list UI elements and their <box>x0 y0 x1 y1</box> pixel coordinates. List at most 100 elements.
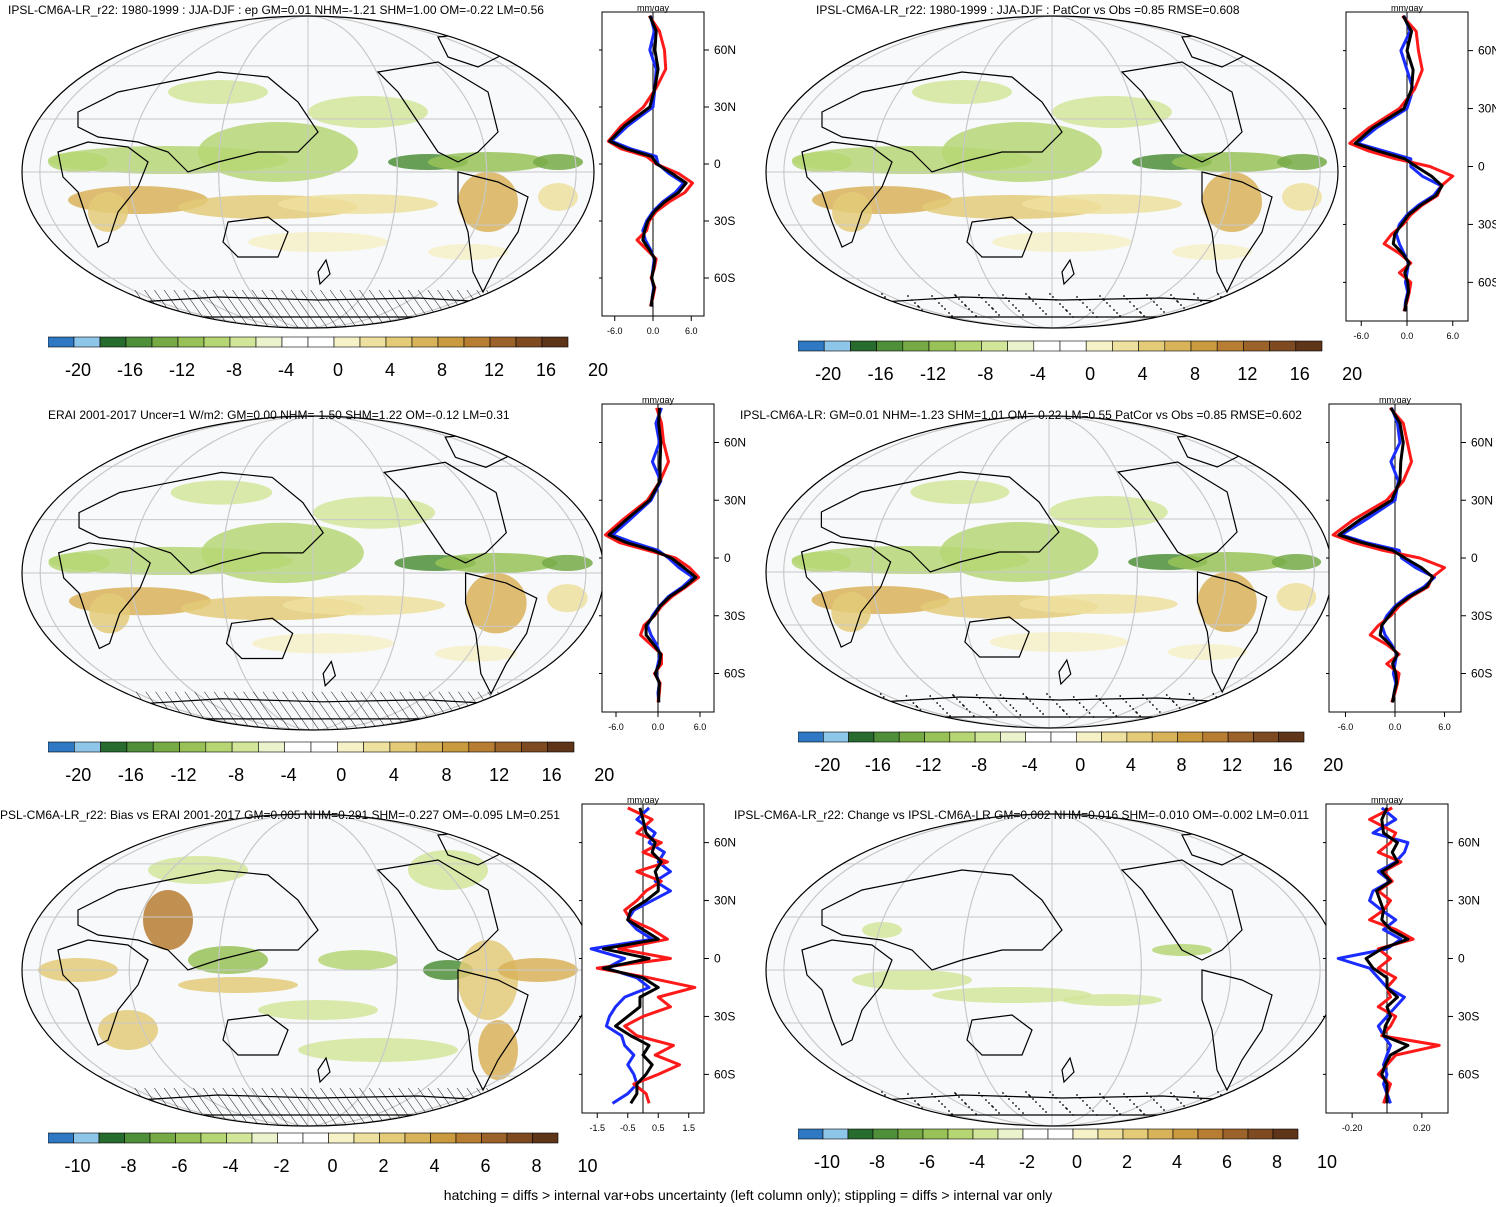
colorbar-swatch <box>1072 1128 1099 1140</box>
colorbar-tick-label: -4 <box>277 360 295 380</box>
colorbar-swatch <box>100 741 128 753</box>
colorbar-tick-label: -12 <box>170 765 197 785</box>
profile-x-tick-label: -6.0 <box>1338 722 1354 732</box>
profile-units-label: mm/day <box>1371 798 1404 805</box>
profile-series-line <box>589 806 672 1105</box>
colorbar-swatch <box>251 1132 278 1144</box>
colorbar-swatch <box>307 336 335 348</box>
panel-title: IPSL-CM6A-LR_r22: 1980-1999 : JJA-DJF : … <box>8 3 544 17</box>
colorbar-swatch <box>1126 731 1153 743</box>
colorbar-labels: -20 -16 -12 -8 -4 0 4 8 12 16 20 <box>798 364 1362 388</box>
colorbar-swatch <box>48 336 75 348</box>
colorbar-swatch <box>389 741 417 753</box>
colorbar-tick-label: 8 <box>1176 755 1187 775</box>
colorbar-swatch <box>255 336 283 348</box>
colorbar-swatch <box>415 741 443 753</box>
colorbar-swatch <box>949 731 976 743</box>
colorbar-labels: -20 -16 -12 -8 -4 0 4 8 12 16 20 <box>48 765 614 789</box>
profile-units-label: mm/day <box>627 798 660 805</box>
colorbar-labels: -20 -16 -12 -8 -4 0 4 8 12 16 20 <box>48 360 608 384</box>
colorbar-swatch <box>48 1132 74 1144</box>
colorbar-swatch <box>872 1128 899 1140</box>
colorbar-tick-label: -10 <box>813 1152 841 1172</box>
profile-lat-tick-label: 0 <box>714 157 721 171</box>
robinson-map <box>21 813 595 1127</box>
colorbar-tick-label: 8 <box>1189 364 1201 384</box>
colorbar <box>48 336 569 348</box>
panel-title: IPSL-CM6A-LR: GM=0.01 NHM=-1.23 SHM=1.01… <box>740 408 1302 422</box>
colorbar-swatch <box>73 336 101 348</box>
colorbar-tick-label: -12 <box>915 755 942 775</box>
colorbar-tick-label: 20 <box>1342 364 1363 384</box>
colorbar-tick-label: -16 <box>864 755 891 775</box>
colorbar-swatch <box>1272 1128 1299 1140</box>
colorbar-tick-label: -2 <box>273 1156 290 1176</box>
colorbar-tick-label: 0 <box>332 360 344 380</box>
colorbar-swatch <box>1295 340 1323 352</box>
colorbar-swatch <box>1112 340 1139 352</box>
colorbar-tick-label: -12 <box>168 360 196 380</box>
colorbar-tick-label: -12 <box>919 364 947 384</box>
profile-lat-tick-label: 30S <box>1471 609 1492 623</box>
colorbar-swatch <box>494 741 522 753</box>
colorbar-tick-label: 20 <box>1323 755 1344 775</box>
colorbar-swatch <box>897 1128 924 1140</box>
profile-lat-tick-label: 30S <box>714 214 735 228</box>
colorbar-swatch <box>1216 340 1244 352</box>
profile-x-tick-label: 0.0 <box>647 326 660 336</box>
figure-footer-caption: hatching = diffs > internal var+obs unce… <box>443 1187 1053 1203</box>
profile-lat-tick-label: 30N <box>1458 894 1480 908</box>
colorbar-tick-label: 4 <box>1137 364 1148 384</box>
profile-lat-tick-label: 60N <box>724 436 746 450</box>
colorbar-tick-label: -16 <box>117 765 144 785</box>
profile-series-line <box>1337 407 1435 703</box>
profile-x-tick-label: 0.0 <box>1389 722 1402 732</box>
profile-lat-tick-label: 30S <box>1478 217 1496 231</box>
colorbar <box>798 1128 1299 1140</box>
profile-lat-tick-label: 0 <box>714 952 721 966</box>
colorbar-tick-label: -4 <box>1021 755 1038 775</box>
colorbar-swatch <box>506 1132 533 1144</box>
colorbar-swatch <box>48 741 75 753</box>
colorbar-swatch <box>468 741 496 753</box>
colorbar-tick-label: 2 <box>378 1156 389 1176</box>
colorbar-swatch <box>73 741 101 753</box>
colorbar-swatch <box>205 741 233 753</box>
profile-x-tick-label: 0.20 <box>1413 1123 1431 1133</box>
colorbar-tick-label: 4 <box>1171 1152 1183 1172</box>
colorbar-tick-label: 8 <box>441 765 452 785</box>
profile-lat-tick-label: 60N <box>1471 436 1493 450</box>
zonal-mean-profile-chart: mm/day 60N 30N 0 30S 60S -6.0 0.0 6.0 <box>599 398 746 732</box>
colorbar-swatch <box>177 336 205 348</box>
colorbar-tick-label: 12 <box>483 360 505 380</box>
profile-units-label: mm/day <box>1379 398 1412 405</box>
colorbar-tick-label: -20 <box>64 360 92 380</box>
colorbar-swatch <box>1033 340 1061 352</box>
profile-series-line <box>1353 15 1444 312</box>
colorbar-swatch <box>336 741 364 753</box>
colorbar-swatch <box>310 741 338 753</box>
colorbar-swatch <box>924 731 951 743</box>
profile-lat-tick-label: 30N <box>1478 102 1496 116</box>
colorbar-tick-label: -10 <box>64 1156 91 1176</box>
colorbar-swatch <box>281 336 309 348</box>
colorbar-tick-label: -16 <box>867 364 894 384</box>
colorbar-tick-label: -8 <box>971 755 988 775</box>
colorbar-labels: -10 -8 -6 -4 -2 0 2 4 6 8 10 <box>798 1152 1337 1176</box>
colorbar-swatch <box>798 1128 824 1140</box>
panel-title: IPSL-CM6A-LR_r22: Change vs IPSL-CM6A-LR… <box>734 808 1310 822</box>
colorbar-tick-label: 8 <box>436 360 448 380</box>
colorbar-swatch <box>151 336 179 348</box>
colorbar-swatch <box>411 336 439 348</box>
colorbar-swatch <box>1075 731 1102 743</box>
colorbar-swatch <box>954 340 982 352</box>
colorbar-tick-label: 2 <box>1121 1152 1133 1172</box>
colorbar-swatch <box>547 741 575 753</box>
colorbar-swatch <box>974 731 1001 743</box>
profile-lat-tick-label: 60S <box>724 667 745 681</box>
colorbar-tick-label: 6 <box>480 1156 491 1176</box>
colorbar-tick-label: 4 <box>388 765 399 785</box>
colorbar-tick-label: -20 <box>814 755 841 775</box>
colorbar-swatch <box>1047 1128 1074 1140</box>
colorbar-tick-label: -8 <box>977 364 994 384</box>
